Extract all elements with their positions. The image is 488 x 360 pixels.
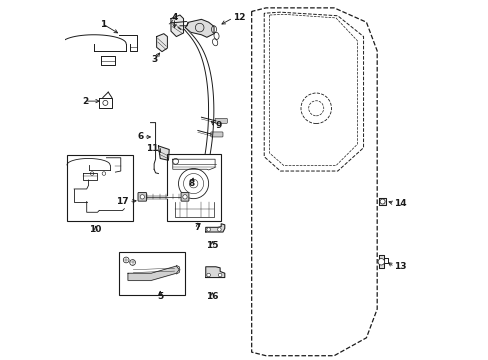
Text: 5: 5 <box>157 292 163 301</box>
Text: 16: 16 <box>205 292 218 301</box>
Text: 1: 1 <box>100 19 106 28</box>
Text: 4: 4 <box>171 13 178 22</box>
FancyBboxPatch shape <box>119 252 185 295</box>
Polygon shape <box>156 34 167 51</box>
Text: 10: 10 <box>89 225 102 234</box>
Text: 7: 7 <box>194 223 201 232</box>
Text: 9: 9 <box>215 121 222 130</box>
Circle shape <box>206 228 210 231</box>
Text: 15: 15 <box>205 241 218 250</box>
Polygon shape <box>185 19 214 37</box>
Circle shape <box>206 273 210 277</box>
Text: 2: 2 <box>81 96 88 105</box>
Polygon shape <box>378 255 383 268</box>
Text: 11: 11 <box>145 144 158 153</box>
Text: 12: 12 <box>233 13 245 22</box>
Polygon shape <box>379 198 385 205</box>
Circle shape <box>218 273 222 277</box>
Text: 6: 6 <box>137 132 143 141</box>
Text: 8: 8 <box>188 179 194 188</box>
Text: 13: 13 <box>394 262 406 271</box>
FancyBboxPatch shape <box>138 193 146 201</box>
FancyBboxPatch shape <box>210 132 223 137</box>
Polygon shape <box>171 15 183 37</box>
Polygon shape <box>205 267 224 278</box>
Text: 17: 17 <box>116 197 129 206</box>
FancyBboxPatch shape <box>167 154 221 221</box>
Circle shape <box>140 195 144 199</box>
Text: 14: 14 <box>394 199 406 208</box>
Circle shape <box>183 195 187 199</box>
Polygon shape <box>205 224 224 232</box>
Circle shape <box>379 199 384 204</box>
Text: 3: 3 <box>151 55 157 64</box>
Polygon shape <box>128 266 179 280</box>
Polygon shape <box>158 146 169 160</box>
FancyBboxPatch shape <box>67 155 133 221</box>
Circle shape <box>217 228 221 231</box>
Circle shape <box>377 258 384 265</box>
FancyBboxPatch shape <box>181 193 188 201</box>
FancyBboxPatch shape <box>215 118 227 123</box>
